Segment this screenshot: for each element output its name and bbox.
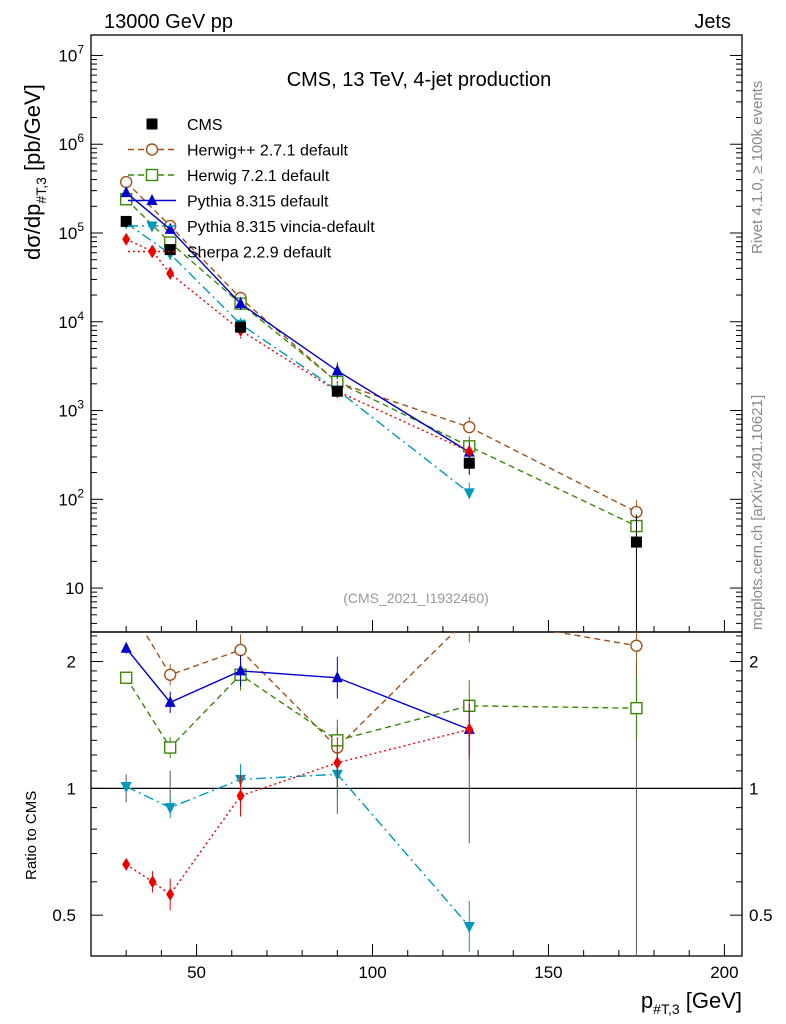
ratio-line-0 [143,632,637,749]
ratio-point-2 [120,641,132,653]
x-tick-label: 150 [534,963,562,982]
x-tick-label: 200 [710,963,738,982]
ratio-plot-frame [90,631,743,957]
y-tick-label: 10 [65,579,84,598]
ratio-point-1 [119,671,133,684]
chart-title: CMS, 13 TeV, 4-jet production [287,69,552,91]
ratio-point-2 [235,664,247,676]
legend-entry-2: Pythia 8.315 default [128,194,329,211]
data-point [235,321,247,333]
ratio-line-4 [125,728,470,896]
ratio-point-3 [164,803,176,815]
legend-marker-3 [146,221,158,233]
legend-entry-3: Pythia 8.315 vincia-default [128,219,375,236]
data-point [463,457,475,469]
y-tick-label: 102 [58,486,84,509]
x-tick-label: 100 [358,963,386,982]
ratio-axis-label: Ratio to CMS [23,791,40,880]
legend-label-data: CMS [187,117,223,134]
ratio-tick-label: 2 [67,653,76,672]
ratio-point-2 [331,671,343,683]
header-right: Jets [694,11,731,33]
series-point-0 [119,175,133,189]
legend-entry-0: Herwig++ 2.7.1 default [128,143,349,160]
x-tick-label: 50 [187,963,206,982]
legend-marker-1 [145,168,159,182]
ratio-line-2 [125,647,470,731]
axes-ticks: 50 100 150 200 10 102 103 104 105 106 107 0.5 0.5 1 1 2… [52,42,772,982]
series-line-1 [125,198,637,527]
legend-label-3: Pythia 8.315 vincia-default [187,219,375,236]
series-line-4 [125,238,470,453]
ratio-point-0 [163,668,177,681]
legend-marker-data [146,118,158,130]
ratio-point-4 [333,756,342,770]
ratio-tick-label: 1 [67,779,76,798]
ratio-point-3 [120,782,132,794]
rivet-label: Rivet 4.1.0, ≥ 100k events [749,81,766,254]
series-point-4 [122,232,131,246]
y-tick-label: 104 [58,309,84,332]
series-point-0 [463,420,476,434]
data-point [120,215,132,227]
legend-label-1: Herwig 7.2.1 default [187,168,330,185]
legend-entry-data: CMS [146,117,223,134]
series-point-4 [465,445,474,459]
series-point-2 [331,364,343,376]
ratio-point-4 [122,857,131,871]
ratio-point-0 [630,639,643,652]
series-line-3 [125,222,470,494]
legend-label-4: Sherpa 2.2.9 default [187,245,332,262]
y-tick-label: 103 [58,398,84,421]
legend-marker-0 [145,143,159,156]
x-axis-label: p#T,3 [GeV] [641,988,742,1017]
ratio-point-3 [463,921,475,933]
mcplots-label: mcplots.cern.ch [arXiv:2401.10621] [749,395,766,630]
data-marks [119,175,643,956]
ratio-point-1 [630,701,643,715]
legend-marker-4 [148,245,156,258]
ratio-point-1 [163,741,177,754]
legend-label-0: Herwig++ 2.7.1 default [187,143,349,160]
y-tick-label: 106 [58,131,84,154]
series-point-3 [463,488,475,500]
legend-marker-2 [146,194,158,205]
ratio-series-group [119,632,643,953]
legend: CMS Herwig++ 2.7.1 default Herwig 7.2.1 de… [128,117,375,262]
y-tick-label: 107 [58,42,84,65]
ratio-point-0 [234,643,247,657]
series-point-2 [235,297,247,309]
series-point-4 [166,266,175,280]
data-point [630,536,642,548]
y-tick-label: 105 [58,220,84,243]
header-left: 13000 GeV pp [104,11,233,33]
ratio-tick-label-right: 1 [749,779,758,798]
series-point-2 [164,222,176,234]
ratio-point-4 [166,887,175,901]
legend-entry-1: Herwig 7.2.1 default [128,168,330,185]
ratio-tick-label-right: 0.5 [749,906,773,925]
data-point [164,244,176,256]
data-point [331,385,343,397]
legend-entry-4: Sherpa 2.2.9 default [128,245,332,262]
series-point-2 [120,186,132,198]
series-line-0 [125,181,637,513]
ratio-line-1 [125,673,637,749]
ratio-point-2 [164,695,176,707]
ratio-tick-label-right: 2 [749,653,758,672]
ratio-point-4 [236,789,245,803]
analysis-id: (CMS_2021_I1932460) [343,590,489,606]
y-axis-label: dσ/dp#T,3 [pb/GeV] [20,84,49,260]
ratio-point-4 [148,875,157,889]
ratio-tick-label: 0.5 [52,906,76,925]
ratio-line-3 [125,773,470,927]
legend-label-2: Pythia 8.315 default [187,194,329,211]
ratio-point-4 [465,722,474,736]
